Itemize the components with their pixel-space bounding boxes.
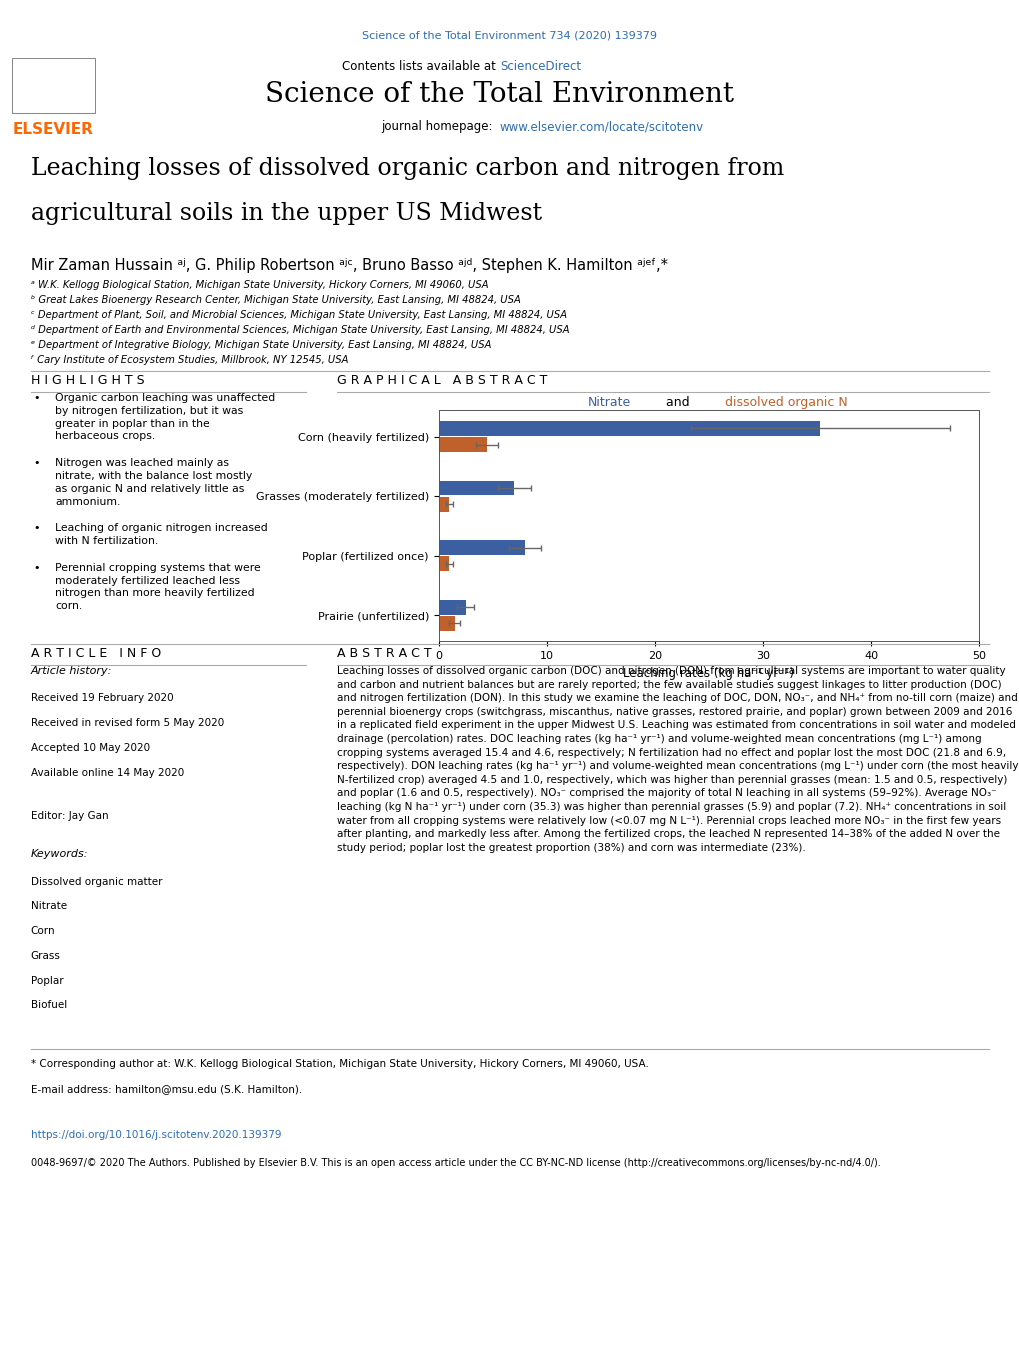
Text: Mir Zaman Hussain ᵃʲ, G. Philip Robertson ᵃʲᶜ, Bruno Basso ᵃʲᵈ, Stephen K. Hamil: Mir Zaman Hussain ᵃʲ, G. Philip Robertso… (31, 258, 667, 273)
Bar (438, 421, 819, 436)
Text: Keywords:: Keywords: (31, 849, 88, 859)
Text: 0048-9697/© 2020 The Authors. Published by Elsevier B.V. This is an open access : 0048-9697/© 2020 The Authors. Published … (31, 1158, 879, 1169)
Text: and: and (661, 395, 693, 409)
Bar (12, 57, 95, 113)
Text: Leaching losses of dissolved organic carbon (DOC) and nitrogen (DON) from agricu: Leaching losses of dissolved organic car… (336, 666, 1017, 852)
Text: H I G H L I G H T S: H I G H L I G H T S (31, 374, 144, 387)
Bar (438, 540, 525, 554)
Text: Organic carbon leaching was unaffected: Organic carbon leaching was unaffected (55, 393, 275, 402)
Text: Received 19 February 2020: Received 19 February 2020 (31, 693, 173, 704)
Text: A B S T R A C T: A B S T R A C T (336, 647, 431, 660)
Text: •: • (34, 523, 40, 533)
Text: ᵈ Department of Earth and Environmental Sciences, Michigan State University, Eas: ᵈ Department of Earth and Environmental … (31, 325, 569, 336)
Text: greater in poplar than in the: greater in poplar than in the (55, 419, 210, 428)
Text: with N fertilization.: with N fertilization. (55, 537, 159, 546)
Text: https://doi.org/10.1016/j.scitotenv.2020.139379: https://doi.org/10.1016/j.scitotenv.2020… (31, 1129, 281, 1140)
Text: Available online 14 May 2020: Available online 14 May 2020 (31, 768, 183, 777)
Bar (438, 438, 487, 453)
Bar (438, 556, 449, 571)
Text: corn.: corn. (55, 602, 83, 612)
Text: Editor: Jay Gan: Editor: Jay Gan (31, 811, 108, 821)
Text: Perennial cropping systems that were: Perennial cropping systems that were (55, 563, 261, 572)
Text: as organic N and relatively little as: as organic N and relatively little as (55, 484, 245, 493)
Text: ᵉ Department of Integrative Biology, Michigan State University, East Lansing, MI: ᵉ Department of Integrative Biology, Mic… (31, 340, 490, 351)
Text: Leaching of organic nitrogen increased: Leaching of organic nitrogen increased (55, 523, 268, 533)
Text: Contents lists available at: Contents lists available at (341, 60, 499, 72)
Text: Accepted 10 May 2020: Accepted 10 May 2020 (31, 743, 150, 753)
Text: Article history:: Article history: (31, 666, 112, 675)
Text: A R T I C L E   I N F O: A R T I C L E I N F O (31, 647, 161, 660)
Text: ᶜ Department of Plant, Soil, and Microbial Sciences, Michigan State University, : ᶜ Department of Plant, Soil, and Microbi… (31, 310, 567, 321)
Text: Leaching losses of dissolved organic carbon and nitrogen from: Leaching losses of dissolved organic car… (31, 158, 783, 181)
Text: Received in revised form 5 May 2020: Received in revised form 5 May 2020 (31, 718, 223, 728)
Text: Poplar: Poplar (31, 976, 63, 985)
Text: E-mail address: hamilton@msu.edu (S.K. Hamilton).: E-mail address: hamilton@msu.edu (S.K. H… (31, 1084, 302, 1094)
Text: Corn: Corn (31, 927, 55, 936)
Text: agricultural soils in the upper US Midwest: agricultural soils in the upper US Midwe… (31, 202, 541, 226)
Text: ᵃ W.K. Kellogg Biological Station, Michigan State University, Hickory Corners, M: ᵃ W.K. Kellogg Biological Station, Michi… (31, 280, 488, 289)
Text: G R A P H I C A L   A B S T R A C T: G R A P H I C A L A B S T R A C T (336, 374, 546, 387)
Text: www.elsevier.com/locate/scitotenv: www.elsevier.com/locate/scitotenv (499, 121, 703, 133)
Text: ELSEVIER: ELSEVIER (13, 122, 94, 137)
Text: Nitrate: Nitrate (31, 901, 66, 912)
Bar (438, 616, 454, 631)
Text: journal homepage:: journal homepage: (380, 121, 499, 133)
Bar (438, 481, 514, 496)
Bar (438, 497, 449, 512)
Text: Science of the Total Environment: Science of the Total Environment (265, 82, 734, 109)
Text: moderately fertilized leached less: moderately fertilized leached less (55, 576, 240, 586)
Text: * Corresponding author at: W.K. Kellogg Biological Station, Michigan State Unive: * Corresponding author at: W.K. Kellogg … (31, 1059, 648, 1070)
Text: nitrate, with the balance lost mostly: nitrate, with the balance lost mostly (55, 470, 253, 481)
Text: •: • (34, 393, 40, 402)
Text: •: • (34, 563, 40, 572)
Text: ammonium.: ammonium. (55, 496, 120, 507)
Text: ᶠ Cary Institute of Ecosystem Studies, Millbrook, NY 12545, USA: ᶠ Cary Institute of Ecosystem Studies, M… (31, 355, 347, 366)
Text: ScienceDirect: ScienceDirect (499, 60, 581, 72)
Text: •: • (34, 458, 40, 467)
Text: ᵇ Great Lakes Bioenergy Research Center, Michigan State University, East Lansing: ᵇ Great Lakes Bioenergy Research Center,… (31, 295, 520, 304)
Text: Nitrate: Nitrate (587, 395, 630, 409)
Text: by nitrogen fertilization, but it was: by nitrogen fertilization, but it was (55, 405, 244, 416)
Text: Biofuel: Biofuel (31, 1000, 67, 1010)
X-axis label: Leaching rates (kg ha⁻¹ yr⁻¹): Leaching rates (kg ha⁻¹ yr⁻¹) (623, 667, 794, 680)
Text: herbaceous crops.: herbaceous crops. (55, 431, 156, 442)
Bar (438, 599, 465, 614)
Text: dissolved organic N: dissolved organic N (723, 395, 847, 409)
Text: Science of the
Total Environment: Science of the Total Environment (899, 73, 975, 92)
Text: Dissolved organic matter: Dissolved organic matter (31, 877, 162, 886)
Text: Grass: Grass (31, 951, 60, 961)
Text: Nitrogen was leached mainly as: Nitrogen was leached mainly as (55, 458, 229, 467)
Text: nitrogen than more heavily fertilized: nitrogen than more heavily fertilized (55, 588, 255, 598)
Text: Science of the Total Environment 734 (2020) 139379: Science of the Total Environment 734 (20… (362, 30, 657, 41)
